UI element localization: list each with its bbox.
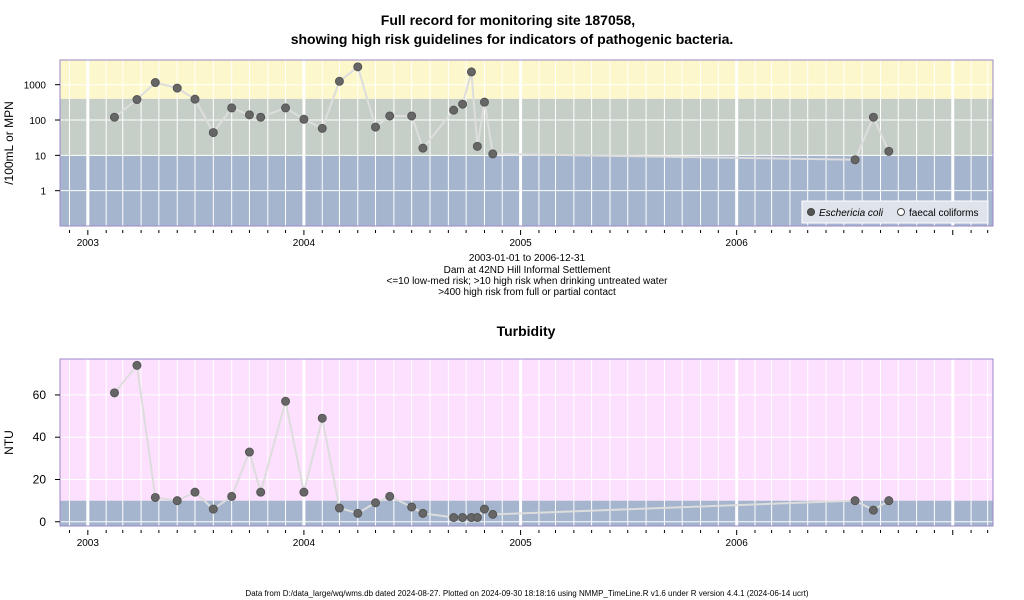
data-point <box>172 496 182 506</box>
chart-title-line-2: showing high risk guidelines for indicat… <box>290 31 734 47</box>
legend-box <box>801 200 989 224</box>
data-point <box>317 413 327 423</box>
plot-frame <box>59 59 994 227</box>
data-point <box>472 141 482 151</box>
y-tick-label: 0 <box>39 515 46 529</box>
data-point <box>868 505 878 515</box>
legend-label-faecal: faecal coliforms <box>909 208 978 219</box>
subtitle-date-range: 2003-01-01 to 2006-12-31 <box>468 253 586 264</box>
data-point <box>227 103 237 113</box>
data-point <box>850 155 860 165</box>
y-tick-label: 1000 <box>24 81 47 92</box>
subtitle-drinking-guideline: <=10 low-med risk; >10 high risk when dr… <box>386 276 668 287</box>
data-point <box>227 491 237 501</box>
y-axis-label: NTU <box>2 430 16 455</box>
data-point <box>479 504 489 514</box>
subtitle-contact-guideline: >400 high risk from full or partial cont… <box>438 287 616 298</box>
data-point <box>299 487 309 497</box>
data-point <box>256 487 266 497</box>
data-point <box>884 496 894 506</box>
panel-1: 1 10 100 1000 2003 2004 2005 2006/100mL or MPN E… <box>2 59 994 249</box>
data-point <box>479 97 489 107</box>
risk-band-2 <box>60 98 993 156</box>
data-point <box>132 360 142 370</box>
data-point <box>458 513 468 523</box>
x-tick-label: 2006 <box>726 238 749 249</box>
data-point <box>884 146 894 156</box>
data-point <box>132 95 142 105</box>
legend-label-ecoli: Eschericia coli <box>819 208 884 219</box>
y-axis-label: /100mL or MPN <box>2 101 16 185</box>
plot-frame <box>59 358 994 527</box>
y-tick-label: 100 <box>29 116 46 127</box>
x-tick-label: 2005 <box>509 538 532 549</box>
y-tick-label: 1 <box>40 187 46 198</box>
data-point <box>299 114 309 124</box>
data-point <box>150 78 160 88</box>
data-point <box>281 396 291 406</box>
footer-note: Data from D:/data_large/wq/wms.db dated … <box>245 589 809 598</box>
panel-2: 0 20 40 60 2003 2004 2005 2006 NTU Turbidity <box>2 323 994 549</box>
legend: Eschericia coli faecal coliforms <box>801 200 989 224</box>
data-point <box>371 498 381 508</box>
data-point <box>317 123 327 133</box>
y-tick-label: 10 <box>35 151 47 162</box>
data-point <box>371 122 381 132</box>
y-tick-label: 60 <box>33 388 47 402</box>
data-point <box>449 513 459 523</box>
data-point <box>244 110 254 120</box>
data-point <box>281 103 291 113</box>
data-point <box>868 112 878 122</box>
data-point <box>244 447 254 457</box>
data-point <box>407 111 417 121</box>
x-tick-label: 2005 <box>509 238 532 249</box>
data-point <box>208 504 218 514</box>
data-point <box>850 496 860 506</box>
data-point <box>407 502 417 512</box>
data-point <box>109 112 119 122</box>
x-tick-label: 2003 <box>77 238 100 249</box>
subtitle-site-name: Dam at 42ND Hill Informal Settlement <box>443 265 611 276</box>
panel-title: Turbidity <box>497 323 556 339</box>
x-tick-label: 2004 <box>293 238 316 249</box>
y-tick-label: 20 <box>33 472 47 486</box>
x-tick-label: 2003 <box>77 538 100 549</box>
data-point <box>488 509 498 519</box>
data-point <box>208 128 218 138</box>
data-point <box>472 513 482 523</box>
chart-title-line-1: Full record for monitoring site 187058, <box>380 12 636 28</box>
data-point <box>256 112 266 122</box>
legend-marker-ecoli <box>807 208 815 216</box>
data-point <box>449 105 459 115</box>
data-point <box>150 492 160 502</box>
risk-band-3 <box>60 60 993 99</box>
data-point <box>334 76 344 86</box>
data-point <box>466 67 476 77</box>
data-point <box>109 388 119 398</box>
data-point <box>385 111 395 121</box>
data-point <box>458 99 468 109</box>
data-point <box>353 62 363 72</box>
x-tick-label: 2006 <box>726 538 749 549</box>
risk-band-2 <box>60 359 993 501</box>
data-point <box>418 143 428 153</box>
data-point <box>418 508 428 518</box>
y-tick-label: 40 <box>33 430 47 444</box>
data-point <box>488 149 498 159</box>
data-point <box>334 503 344 513</box>
x-tick-label: 2004 <box>293 538 316 549</box>
data-point <box>190 94 200 104</box>
data-point <box>353 508 363 518</box>
data-point <box>172 83 182 93</box>
data-point <box>190 487 200 497</box>
data-point <box>385 491 395 501</box>
legend-marker-faecal <box>897 208 905 216</box>
